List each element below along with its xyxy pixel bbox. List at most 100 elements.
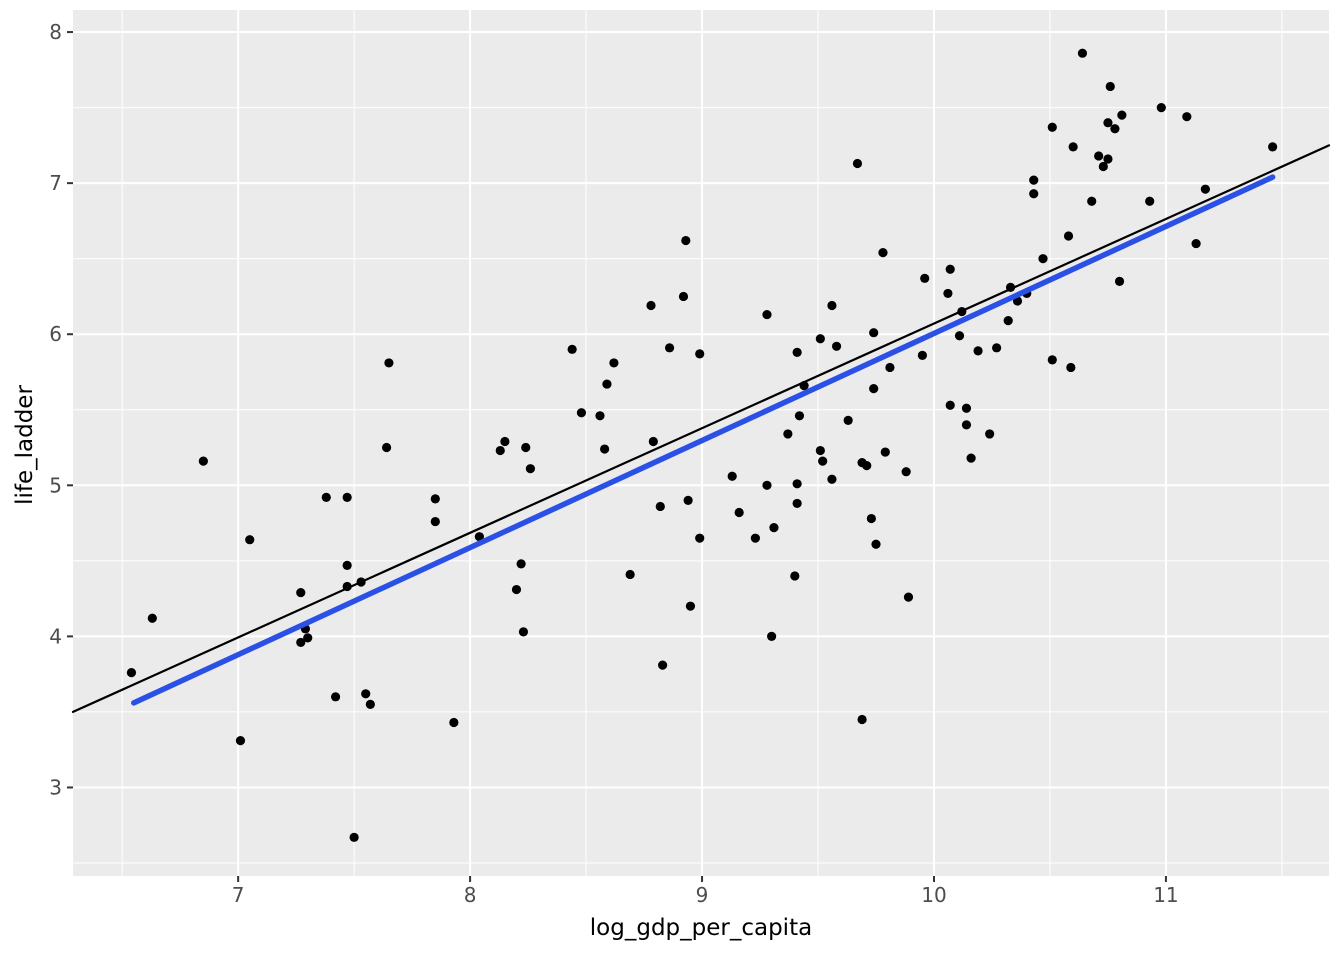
data-point <box>1191 238 1201 249</box>
data-point <box>1047 355 1057 365</box>
data-point <box>945 400 955 410</box>
data-point <box>903 592 914 602</box>
data-point <box>595 411 605 421</box>
data-point <box>646 300 656 311</box>
data-point <box>518 627 529 637</box>
data-point <box>973 346 983 356</box>
data-point <box>954 331 965 341</box>
data-point <box>762 309 772 320</box>
data-point <box>857 714 867 725</box>
data-point <box>869 328 879 338</box>
data-point <box>794 411 805 421</box>
data-point <box>664 343 675 353</box>
data-point <box>245 535 255 545</box>
data-point <box>342 560 352 570</box>
data-point <box>966 453 976 463</box>
data-point <box>625 569 635 580</box>
data-point <box>961 420 972 430</box>
x-tick-label: 10 <box>921 883 946 907</box>
data-point <box>790 571 800 581</box>
data-point <box>342 492 352 502</box>
data-point <box>750 533 760 543</box>
data-point <box>783 429 793 439</box>
data-point <box>1110 124 1120 134</box>
data-point <box>917 350 927 360</box>
data-point <box>1038 254 1048 264</box>
data-point <box>1105 81 1115 92</box>
data-point <box>992 343 1002 353</box>
data-point <box>511 584 522 595</box>
y-tick-label: 8 <box>49 20 62 44</box>
data-point <box>695 349 705 359</box>
data-point <box>943 288 953 299</box>
data-point <box>880 447 890 457</box>
data-point <box>818 456 828 466</box>
data-point <box>296 587 306 598</box>
data-point <box>235 736 246 746</box>
data-point <box>792 479 802 489</box>
data-point <box>827 300 837 311</box>
data-point <box>685 601 696 611</box>
x-tick-label: 7 <box>232 883 245 907</box>
data-point <box>521 442 531 453</box>
data-point <box>678 291 689 302</box>
data-point <box>600 444 610 454</box>
y-axis-title: life_ladder <box>12 385 38 505</box>
data-point <box>655 501 665 512</box>
data-point <box>1077 48 1088 58</box>
data-point <box>525 464 536 474</box>
data-point <box>985 429 995 439</box>
data-point <box>1117 110 1127 120</box>
data-point <box>365 699 375 709</box>
regression-line-black <box>71 144 1331 714</box>
data-point <box>198 456 208 466</box>
data-point <box>1145 196 1155 206</box>
data-point <box>296 637 306 648</box>
data-point <box>961 403 972 413</box>
data-point <box>1003 316 1013 326</box>
data-point <box>126 668 137 678</box>
data-point <box>384 358 394 368</box>
data-point <box>361 689 371 699</box>
data-point <box>792 347 802 357</box>
data-point <box>1063 231 1074 241</box>
y-tick-label: 6 <box>49 322 62 346</box>
data-point <box>767 631 777 641</box>
data-point <box>878 248 888 258</box>
x-tick-label: 8 <box>464 883 477 907</box>
x-tick-label: 9 <box>696 883 709 907</box>
data-point <box>567 344 577 354</box>
data-point <box>885 362 895 373</box>
data-point <box>945 264 955 274</box>
data-point <box>1200 184 1210 194</box>
data-point <box>1156 102 1166 113</box>
x-tick-label: 11 <box>1153 883 1178 907</box>
data-point <box>430 494 440 504</box>
data-point <box>1087 196 1097 206</box>
data-point <box>609 358 619 368</box>
data-point <box>695 533 705 543</box>
data-point <box>303 633 313 643</box>
data-point <box>349 832 359 842</box>
y-tick-label: 4 <box>49 624 62 648</box>
data-point <box>815 445 825 456</box>
data-point <box>1103 154 1113 164</box>
data-point <box>769 523 779 533</box>
data-point <box>815 334 825 344</box>
data-point <box>648 436 658 447</box>
data-point <box>1103 118 1113 128</box>
data-point <box>330 692 341 702</box>
data-point <box>576 408 587 418</box>
x-axis-title: log_gdp_per_capita <box>589 915 813 941</box>
data-point <box>683 495 693 506</box>
data-point <box>495 445 505 456</box>
data-point <box>1182 112 1192 122</box>
data-point <box>843 415 853 425</box>
data-point <box>901 467 911 477</box>
data-point <box>602 379 612 389</box>
data-point <box>852 158 863 169</box>
data-point <box>474 532 484 542</box>
data-point <box>1068 142 1078 152</box>
